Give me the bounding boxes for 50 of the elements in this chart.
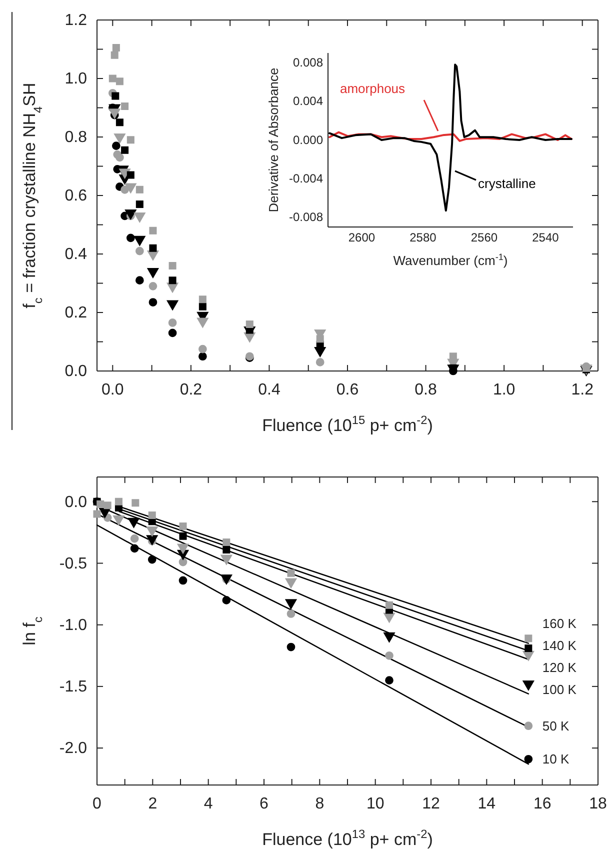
y-tick-label: 0.0 — [64, 363, 88, 380]
x-tick-label: 2600 — [348, 230, 376, 245]
x-tick-label: 14 — [478, 795, 496, 812]
series-label: 120 K — [542, 660, 577, 675]
x-tick-label: 1.2 — [571, 381, 594, 398]
y-tick-label: 1.2 — [64, 12, 88, 30]
x-tick-label: 2540 — [532, 230, 560, 245]
x-tick-label: 6 — [260, 795, 269, 812]
y-tick-label: 0.0 — [64, 494, 88, 511]
x-axis-title: Fluence (10$^{13}$ p+ cm$^{-2}$) — [262, 827, 433, 849]
y-tick-label: 0.6 — [64, 188, 88, 205]
x-tick-label: 1.0 — [492, 381, 516, 398]
y-tick-label: 0.2 — [64, 304, 88, 322]
series-label: 10 K — [542, 752, 570, 767]
y-tick-label: -1.5 — [59, 678, 88, 696]
series-label: 160 K — [542, 616, 577, 631]
x-tick-label: 10 — [366, 795, 384, 812]
x-tick-label: 4 — [204, 795, 213, 812]
y-tick-label: 0.4 — [64, 246, 88, 264]
x-axis-title: Wavenumber (cm$^{-1}$) — [393, 252, 508, 268]
legend-label: crystalline — [478, 176, 536, 191]
x-axis-title: Fluence (10$^{15}$ p+ cm$^{-2}$) — [262, 413, 433, 435]
x-tick-label: 0.6 — [336, 381, 359, 398]
x-tick-label: 2580 — [410, 230, 437, 245]
y-tick-label: 1.0 — [64, 70, 88, 88]
x-tick-label: 0.4 — [258, 381, 280, 398]
x-tick-label: 2 — [148, 795, 158, 812]
x-tick-label: 8 — [315, 795, 324, 812]
y-tick-label: -0.008 — [288, 210, 324, 224]
x-tick-label: 12 — [422, 795, 440, 812]
series-label: 100 K — [542, 682, 577, 697]
y-tick-label: -0.004 — [288, 172, 324, 186]
x-tick-label: 0.2 — [180, 381, 202, 398]
y-tick-label: -1.0 — [59, 616, 88, 634]
x-tick-label: 2560 — [470, 230, 498, 245]
x-tick-label: 18 — [589, 795, 607, 812]
y-tick-label: -0.5 — [59, 555, 88, 572]
y-tick-label: 0.004 — [292, 94, 324, 108]
series-label: 50 K — [542, 718, 570, 734]
series-label: 140 K — [542, 638, 577, 653]
y-tick-label: -2.0 — [59, 740, 88, 758]
y-tick-label: 0.000 — [292, 132, 324, 147]
x-tick-label: 0 — [92, 795, 102, 812]
x-tick-label: 0.0 — [102, 381, 124, 398]
text: amorphous — [340, 81, 406, 96]
y-tick-label: 0.8 — [64, 129, 88, 146]
x-tick-label: 0.8 — [414, 381, 437, 398]
x-tick-label: 16 — [533, 795, 552, 812]
y-axis-title: Derivative of Absorbance — [266, 68, 281, 212]
y-tick-label: 0.008 — [292, 56, 324, 70]
